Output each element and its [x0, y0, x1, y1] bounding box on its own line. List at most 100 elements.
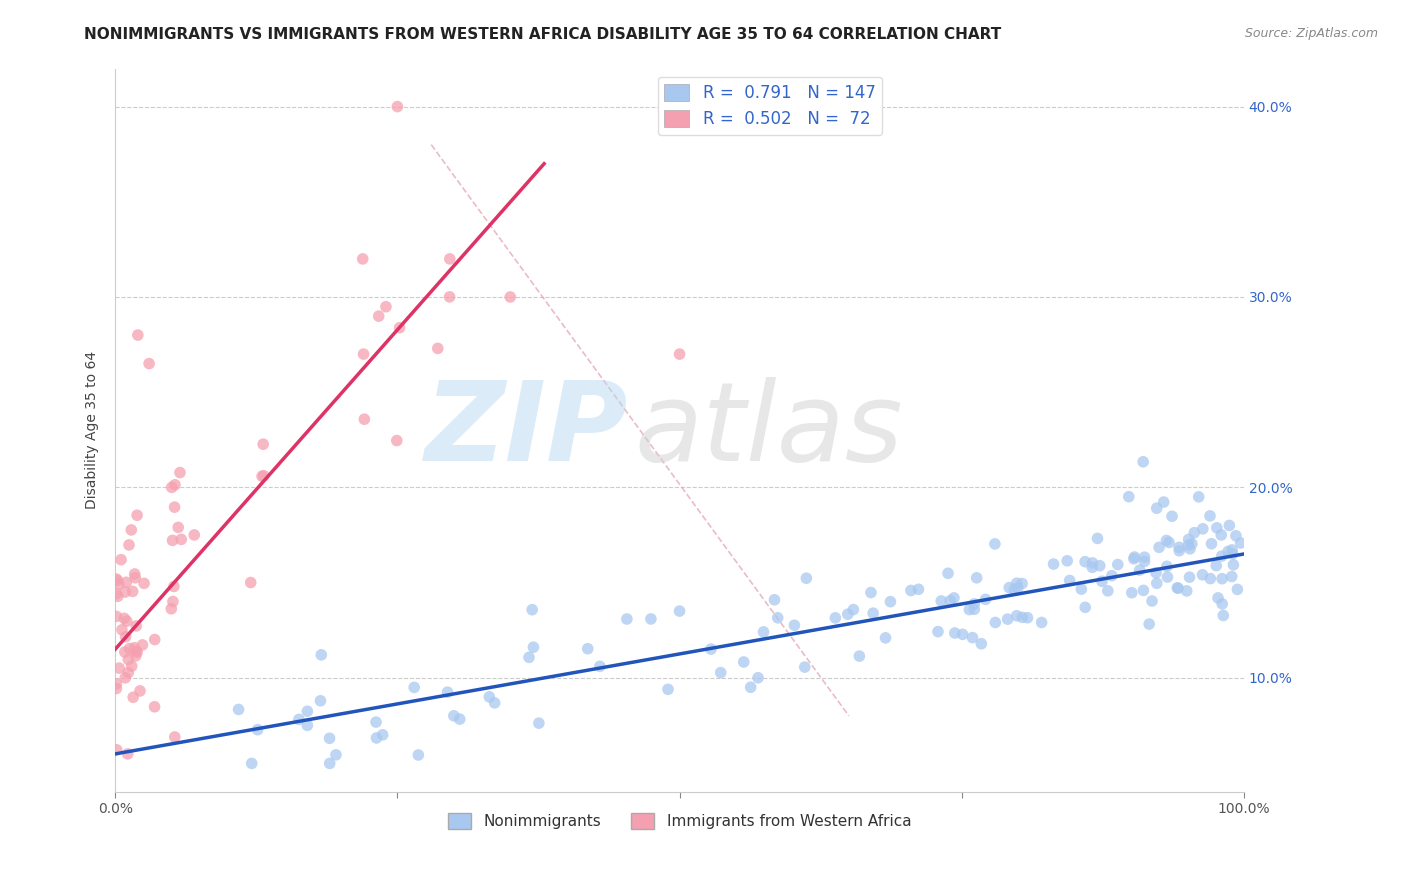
Point — [117, 652, 139, 666]
Point — [124, 640, 146, 655]
Point — [114, 585, 136, 599]
Point — [374, 300, 396, 314]
Point — [240, 756, 263, 771]
Point — [1225, 529, 1247, 543]
Point — [499, 290, 522, 304]
Point — [1101, 568, 1123, 582]
Point — [576, 641, 599, 656]
Point — [115, 575, 138, 590]
Point — [252, 437, 274, 451]
Point — [367, 309, 389, 323]
Point — [121, 659, 143, 673]
Point — [733, 655, 755, 669]
Point — [1042, 557, 1064, 571]
Point — [1011, 576, 1033, 591]
Point — [1216, 544, 1239, 558]
Point — [170, 533, 193, 547]
Point — [120, 523, 142, 537]
Point — [246, 723, 269, 737]
Point — [1199, 508, 1222, 523]
Point — [793, 660, 815, 674]
Point — [1132, 583, 1154, 598]
Point — [1229, 536, 1251, 550]
Point — [657, 682, 679, 697]
Point — [879, 595, 901, 609]
Point — [1007, 581, 1029, 595]
Point — [1156, 533, 1178, 548]
Point — [162, 533, 184, 548]
Point — [522, 640, 544, 655]
Point — [1201, 537, 1223, 551]
Point — [1074, 555, 1097, 569]
Text: atlas: atlas — [634, 376, 903, 483]
Point — [963, 597, 986, 611]
Point — [1107, 558, 1129, 572]
Point — [1005, 576, 1028, 591]
Point — [942, 591, 965, 605]
Point — [143, 699, 166, 714]
Point — [1081, 560, 1104, 574]
Point — [1205, 521, 1227, 535]
Point — [1199, 572, 1222, 586]
Point — [957, 602, 980, 616]
Point — [936, 566, 959, 581]
Point — [105, 681, 128, 696]
Point — [837, 607, 859, 622]
Text: Source: ZipAtlas.com: Source: ZipAtlas.com — [1244, 27, 1378, 40]
Point — [408, 747, 430, 762]
Point — [163, 500, 186, 515]
Point — [105, 677, 128, 691]
Point — [112, 611, 135, 625]
Point — [353, 347, 375, 361]
Point — [527, 716, 550, 731]
Point — [105, 587, 128, 601]
Point — [1122, 551, 1144, 566]
Point — [998, 581, 1021, 595]
Point — [143, 632, 166, 647]
Point — [125, 644, 148, 658]
Point — [668, 347, 690, 361]
Point — [163, 730, 186, 744]
Point — [1181, 537, 1204, 551]
Point — [250, 469, 273, 483]
Point — [1088, 558, 1111, 573]
Point — [111, 623, 134, 637]
Point — [943, 626, 966, 640]
Point — [167, 520, 190, 534]
Point — [1017, 610, 1039, 624]
Point — [124, 567, 146, 582]
Point — [848, 649, 870, 664]
Point — [1206, 591, 1229, 605]
Point — [1146, 576, 1168, 591]
Point — [1121, 586, 1143, 600]
Point — [952, 627, 974, 641]
Point — [966, 571, 988, 585]
Point — [1177, 533, 1199, 547]
Point — [117, 747, 139, 761]
Point — [387, 100, 409, 114]
Point — [1002, 582, 1025, 597]
Point — [127, 645, 149, 659]
Point — [1133, 554, 1156, 568]
Point — [640, 612, 662, 626]
Point — [984, 537, 1007, 551]
Point — [862, 606, 884, 620]
Point — [963, 602, 986, 616]
Legend: Nonimmigrants, Immigrants from Western Africa: Nonimmigrants, Immigrants from Western A… — [441, 806, 917, 835]
Point — [747, 671, 769, 685]
Point — [436, 685, 458, 699]
Point — [907, 582, 929, 597]
Point — [1137, 617, 1160, 632]
Point — [970, 637, 993, 651]
Point — [1222, 547, 1244, 561]
Point — [1182, 525, 1205, 540]
Point — [1091, 574, 1114, 589]
Point — [1153, 495, 1175, 509]
Point — [1005, 608, 1028, 623]
Point — [127, 328, 149, 343]
Point — [875, 631, 897, 645]
Point — [162, 594, 184, 608]
Point — [439, 290, 461, 304]
Point — [1123, 549, 1146, 564]
Point — [824, 611, 846, 625]
